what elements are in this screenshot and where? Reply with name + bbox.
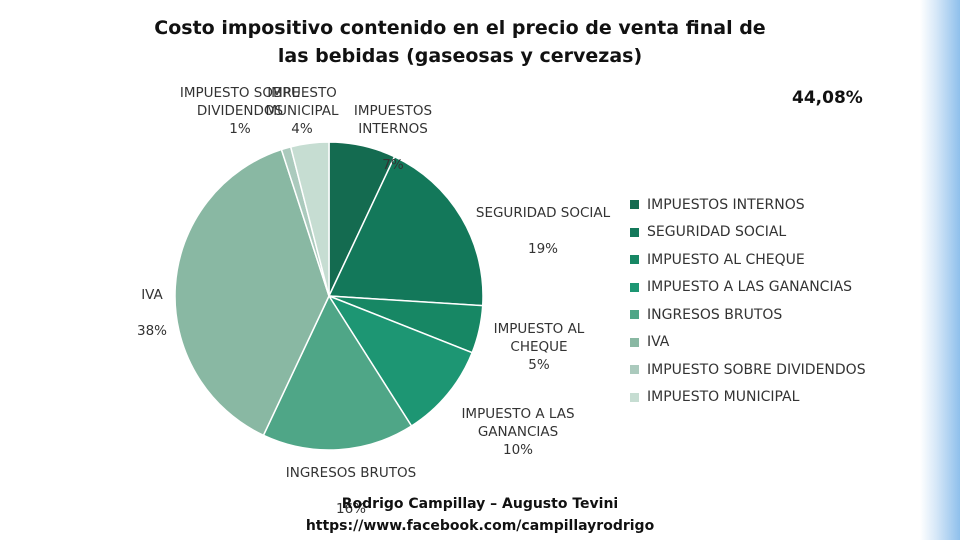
legend-swatch — [630, 227, 639, 237]
pie-slice-ingresos-brutos — [262, 294, 413, 451]
label-impuestos-internos-pct: 7% — [382, 157, 404, 173]
label-impuesto-ganancias: IMPUESTO A LAS GANANCIAS 10% — [448, 405, 588, 459]
legend-label: IMPUESTO SOBRE DIVIDENDOS — [647, 361, 866, 378]
label-municipal: IMPUESTO MUNICIPAL 4% — [254, 84, 350, 138]
label-iva-pct: 38% — [136, 323, 167, 339]
legend-swatch — [630, 392, 639, 402]
legend-swatch — [630, 365, 639, 375]
legend-item: IMPUESTO MUNICIPAL — [630, 384, 866, 412]
credits-link[interactable]: https://www.facebook.com/campillayrodrig… — [305, 518, 655, 534]
label-impuesto-ganancias-pct: 10% — [502, 442, 533, 458]
legend-label: SEGURIDAD SOCIAL — [647, 224, 787, 241]
legend-label: INGRESOS BRUTOS — [647, 306, 783, 323]
label-ingresos-brutos-pct: 16% — [335, 501, 366, 517]
legend-label: IVA — [647, 334, 670, 351]
pie-slice-iva — [174, 148, 330, 437]
chart-legend: IMPUESTOS INTERNOS SEGURIDAD SOCIAL IMPU… — [630, 191, 866, 411]
legend-label: IMPUESTO MUNICIPAL — [647, 389, 800, 406]
legend-item: INGRESOS BRUTOS — [630, 301, 866, 329]
label-seguridad-social-text: SEGURIDAD SOCIAL — [475, 205, 611, 221]
label-iva: IVA 38% — [128, 268, 176, 340]
legend-label: IMPUESTO A LAS GANANCIAS — [647, 279, 853, 296]
label-impuesto-cheque-text: IMPUESTO AL CHEQUE — [493, 321, 585, 355]
legend-item: IVA — [630, 329, 866, 357]
pie-slice-seguridad-social — [327, 155, 484, 307]
legend-item: IMPUESTOS INTERNOS — [630, 191, 866, 219]
legend-swatch — [630, 337, 639, 347]
legend-swatch — [630, 255, 639, 265]
legend-item: IMPUESTO SOBRE DIVIDENDOS — [630, 356, 866, 384]
chart-title: Costo impositivo contenido en el precio … — [154, 17, 766, 67]
right-decorative-bar — [920, 0, 960, 540]
label-municipal-text: IMPUESTO MUNICIPAL — [265, 85, 339, 119]
pie-slice-impuesto-a-las-ganancias — [327, 294, 474, 428]
label-impuesto-ganancias-text: IMPUESTO A LAS GANANCIAS — [461, 406, 575, 440]
label-iva-text: IVA — [141, 287, 163, 303]
legend-label: IMPUESTO AL CHEQUE — [647, 251, 805, 268]
legend-swatch — [630, 310, 639, 320]
credits-authors: Rodrigo Campillay – Augusto Tevini — [341, 496, 619, 512]
label-impuesto-cheque: IMPUESTO AL CHEQUE 5% — [486, 320, 592, 374]
legend-label: IMPUESTOS INTERNOS — [647, 196, 805, 213]
total-percentage: 44,08% — [792, 88, 863, 108]
legend-item: IMPUESTO AL CHEQUE — [630, 246, 866, 274]
legend-item: IMPUESTO A LAS GANANCIAS — [630, 274, 866, 302]
legend-item: SEGURIDAD SOCIAL — [630, 219, 866, 247]
label-dividendos-text: IMPUESTO SOBRE DIVIDENDOS — [179, 85, 301, 119]
label-seguridad-social: SEGURIDAD SOCIAL 19% — [468, 186, 618, 258]
label-impuestos-internos-text: IMPUESTOS INTERNOS — [353, 103, 433, 137]
label-municipal-pct: 4% — [291, 121, 313, 137]
label-dividendos-pct: 1% — [229, 121, 251, 137]
label-impuestos-internos: IMPUESTOS INTERNOS 7% — [338, 84, 448, 174]
legend-swatch — [630, 200, 639, 210]
label-ingresos-brutos: INGRESOS BRUTOS 16% — [276, 446, 426, 518]
label-impuesto-cheque-pct: 5% — [528, 357, 550, 373]
label-dividendos: IMPUESTO SOBRE DIVIDENDOS 1% — [172, 84, 308, 138]
label-seguridad-social-pct: 19% — [527, 241, 558, 257]
label-ingresos-brutos-text: INGRESOS BRUTOS — [285, 465, 417, 481]
pie-slice-impuesto-municipal — [289, 141, 330, 297]
legend-swatch — [630, 282, 639, 292]
credits: Rodrigo Campillay – Augusto Tevini https… — [290, 493, 670, 537]
